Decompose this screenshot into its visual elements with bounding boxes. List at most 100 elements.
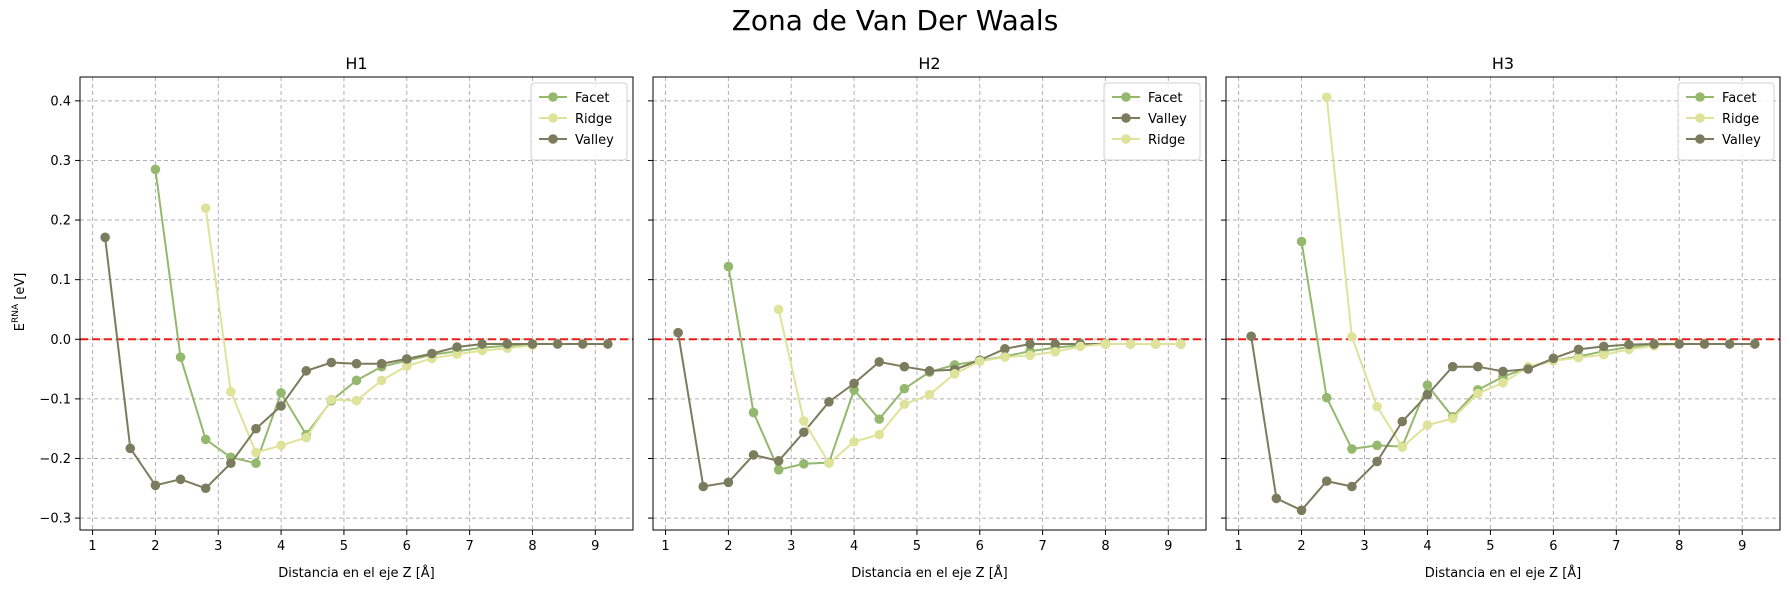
data-point <box>125 443 136 454</box>
x-tick-label: 7 <box>1612 539 1620 554</box>
data-point <box>673 327 683 338</box>
data-point <box>1473 388 1483 399</box>
data-point <box>824 397 834 407</box>
axes-frame <box>652 76 1207 531</box>
data-point <box>1372 401 1382 412</box>
data-point <box>200 203 211 213</box>
legend-entry: Valley <box>539 133 614 148</box>
data-point <box>1150 339 1161 349</box>
legend-marker <box>1121 134 1131 144</box>
y-tick-label: 0.0 <box>50 333 71 348</box>
x-tick-label: 6 <box>403 539 411 554</box>
data-point <box>1523 364 1533 374</box>
legend-marker <box>548 113 558 123</box>
data-point <box>401 361 412 371</box>
data-point <box>1050 346 1060 357</box>
data-point <box>698 481 709 492</box>
y-tick-label: 0.2 <box>50 214 71 229</box>
data-point <box>723 261 734 272</box>
x-tick-label: 2 <box>1297 539 1305 554</box>
data-point <box>1724 339 1735 349</box>
legend-entry: Ridge <box>1686 112 1759 127</box>
data-point <box>577 339 588 349</box>
data-point <box>603 339 613 349</box>
data-point <box>427 348 437 359</box>
data-point <box>1296 236 1307 247</box>
data-point <box>899 399 910 410</box>
data-point <box>351 375 362 386</box>
y-tick-label: 0.3 <box>50 154 71 169</box>
y-axis-label-unit: [eV] <box>13 273 28 304</box>
x-tick-label: 1 <box>1234 539 1242 554</box>
y-axis-label: ERNA [eV] <box>11 273 28 332</box>
x-tick-label: 3 <box>214 539 222 554</box>
data-point <box>251 458 261 469</box>
y-axis-label-base: E <box>13 323 28 331</box>
series-valley <box>1246 331 1760 516</box>
data-point <box>1750 339 1760 349</box>
data-point <box>799 427 809 438</box>
data-point <box>974 356 985 367</box>
x-tick-label: 1 <box>88 539 96 554</box>
data-point <box>1498 377 1508 388</box>
data-point <box>1649 339 1659 349</box>
legend-label: Facet <box>1148 91 1183 106</box>
data-point <box>1000 352 1010 362</box>
data-point <box>175 474 186 485</box>
x-tick-label: 4 <box>277 539 285 554</box>
data-point <box>1125 339 1136 349</box>
legend-marker <box>548 134 558 144</box>
data-point <box>276 440 286 451</box>
data-point <box>1397 416 1408 427</box>
subplots: 1 2 3 4 5 6 7 8 9 −0.3 −0.2 −0.1 0.0 0.1 0.2 0.3 0.4 H1 Di… <box>39 54 1781 581</box>
x-tick-label: 4 <box>850 539 858 554</box>
data-point <box>276 401 286 411</box>
legend-entry: Valley <box>1112 112 1187 127</box>
data-point <box>251 423 261 434</box>
data-point <box>748 407 759 418</box>
legend-label: Valley <box>1722 133 1761 148</box>
data-point <box>276 388 286 398</box>
series-line <box>727 266 1106 471</box>
data-point <box>175 352 186 362</box>
axes-frame <box>79 76 634 531</box>
data-point <box>100 232 110 243</box>
data-point <box>773 464 784 475</box>
data-point <box>773 456 784 466</box>
data-point <box>477 339 487 349</box>
x-tick-label: 4 <box>1423 539 1431 554</box>
data-point <box>326 394 337 405</box>
legend-entry: Facet <box>539 91 610 106</box>
data-point <box>1321 92 1332 103</box>
data-point <box>301 366 312 376</box>
data-point <box>874 429 885 440</box>
legend-marker <box>1695 92 1705 102</box>
data-point <box>452 342 462 352</box>
x-tick-label: 6 <box>1549 539 1557 554</box>
legend: Facet Valley Ridge <box>1103 82 1201 161</box>
data-point <box>1347 444 1357 454</box>
subplot-title: H3 <box>1492 54 1514 73</box>
legend-marker <box>1121 113 1131 123</box>
legend-marker <box>1695 113 1705 123</box>
data-point <box>1397 442 1408 452</box>
data-point <box>1598 349 1609 360</box>
data-point <box>1025 339 1035 349</box>
data-point <box>1473 361 1483 372</box>
data-point <box>1447 361 1458 372</box>
legend-label: Facet <box>1722 91 1757 106</box>
data-point <box>1699 339 1710 349</box>
data-point <box>924 366 935 376</box>
data-point <box>226 458 236 469</box>
x-tick-label: 3 <box>787 539 795 554</box>
x-tick-label: 3 <box>1360 539 1368 554</box>
y-tick-label: −0.1 <box>39 392 71 407</box>
legend-marker <box>1121 92 1131 102</box>
data-point <box>1176 339 1186 349</box>
legend-label: Ridge <box>1148 133 1185 148</box>
x-tick-label: 6 <box>976 539 984 554</box>
data-point <box>351 395 362 406</box>
data-point <box>200 434 211 445</box>
x-tick-label: 5 <box>340 539 348 554</box>
data-point <box>1271 493 1282 504</box>
